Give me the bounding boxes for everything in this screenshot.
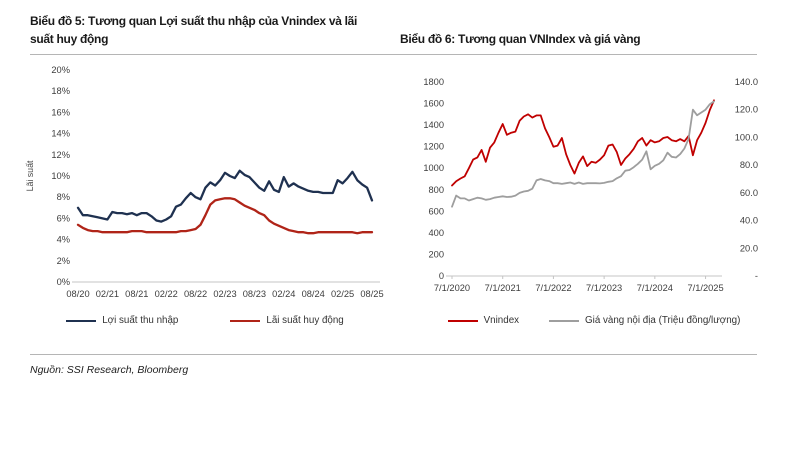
chart6-legend: Vnindex Giá vàng nội địa (Triệu đồng/lượ… [400, 315, 788, 326]
source-note: Nguồn: SSI Research, Bloomberg [30, 364, 189, 376]
y2-axis-tick-label: 100.0 [735, 132, 758, 142]
series-line [76, 169, 374, 223]
legend-label: Lãi suất huy động [266, 315, 344, 326]
y2-axis-tick-label: 80.0 [740, 160, 758, 170]
chart6-title: Biểu đồ 6: Tương quan VNIndex và giá vàn… [400, 31, 641, 46]
chart5-title: Biểu đồ 5: Tương quan Lợi suất thu nhập … [30, 14, 358, 46]
y2-axis-tick-label: - [755, 271, 758, 281]
x-axis-tick-label: 02/22 [155, 289, 178, 299]
y-axis-tick-label: 0 [439, 271, 444, 281]
y-axis-tick-label: 16% [51, 107, 70, 117]
legend-line-swatch-red [230, 319, 261, 322]
y-axis-tick-label: 10% [51, 171, 70, 181]
y-axis-tick-label: 18% [51, 86, 70, 96]
y-axis-tick-label: 400 [428, 228, 444, 238]
y2-axis-tick-label: 20.0 [740, 243, 758, 253]
y-axis-tick-label: 600 [428, 206, 444, 216]
legend-line-swatch-navy [66, 319, 97, 322]
y2-axis-tick-label: 140.0 [735, 77, 758, 87]
y-axis-tick-label: 1200 [423, 142, 444, 152]
x-axis-tick-label: 02/21 [96, 289, 119, 299]
x-axis-tick-label: 7/1/2022 [535, 283, 571, 293]
legend-item-vnindex: Vnindex [447, 315, 520, 326]
y-axis-tick-label: 2% [57, 256, 70, 266]
x-axis-tick-label: 08/20 [66, 289, 89, 299]
y-axis-tick-label: 1600 [423, 99, 444, 109]
y-axis-tick-label: 200 [428, 249, 444, 259]
y-axis-tick-label: 6% [57, 213, 70, 223]
x-axis-tick-label: 02/25 [331, 289, 354, 299]
x-axis-tick-label: 7/1/2020 [434, 283, 470, 293]
x-axis-tick-label: 08/24 [302, 289, 325, 299]
x-axis-tick-label: 7/1/2024 [637, 283, 673, 293]
chart6-title-box: Biểu đồ 6: Tương quan VNIndex và giá vàn… [400, 8, 772, 48]
y2-axis-tick-label: 40.0 [740, 216, 758, 226]
legend-item-loi-suat-thu-nhap: Lợi suất thu nhập [66, 315, 178, 326]
x-axis-tick-label: 08/25 [360, 289, 383, 299]
y-axis-tick-label: 1400 [423, 120, 444, 130]
x-axis-tick-label: 02/24 [272, 289, 295, 299]
y-axis-tick-label: 800 [428, 185, 444, 195]
y-axis-tick-label: 1000 [423, 163, 444, 173]
y-axis-tick-label: 1800 [423, 77, 444, 87]
x-axis-tick-label: 08/21 [125, 289, 148, 299]
chart5-title-box: Biểu đồ 5: Tương quan Lợi suất thu nhập … [30, 8, 382, 48]
legend-line-swatch-darkred [447, 319, 478, 322]
x-axis-tick-label: 7/1/2025 [687, 283, 723, 293]
x-axis-tick-label: 7/1/2021 [485, 283, 521, 293]
series-line [76, 197, 374, 235]
y-axis-tick-label: 12% [51, 150, 70, 160]
title-divider-line [30, 54, 757, 55]
y-axis-tick-label: 4% [57, 235, 70, 245]
y2-axis-tick-label: 60.0 [740, 188, 758, 198]
legend-label: Giá vàng nội địa (Triệu đồng/lượng) [585, 315, 741, 326]
legend-item-lai-suat-huy-dong: Lãi suất huy động [230, 315, 344, 326]
y-axis-tick-label: 14% [51, 129, 70, 139]
y-axis-tick-label: 20% [51, 65, 70, 75]
chart6-plot: 0 200 400 600 800 1000 1200 1400 1600 1800 - 20.0 40… [423, 77, 758, 293]
y-axis-title: Lãi suất [25, 160, 35, 191]
footer-divider-line [30, 354, 757, 355]
chart5-legend: Lợi suất thu nhập Lãi suất huy động [22, 315, 388, 326]
legend-item-gia-vang: Giá vàng nội địa (Triệu đồng/lượng) [549, 315, 740, 326]
legend-label: Vnindex [483, 315, 520, 326]
x-axis-tick-label: 08/22 [184, 289, 207, 299]
x-axis-tick-label: 7/1/2023 [586, 283, 622, 293]
legend-label: Lợi suất thu nhập [102, 315, 179, 326]
x-axis-tick-label: 08/23 [243, 289, 266, 299]
series-line [451, 99, 715, 187]
legend-line-swatch-gray [549, 319, 580, 322]
chart5-plot: 0% 2% 4% 6% 8% 10% 12% 14% 16% 18% 20% 08/20 02/21 08… [25, 65, 384, 299]
y2-axis-tick-label: 120.0 [735, 105, 758, 115]
y-axis-tick-label: 8% [57, 192, 70, 202]
series-line [451, 100, 715, 208]
x-axis-tick-label: 02/23 [213, 289, 236, 299]
y-axis-tick-label: 0% [57, 277, 70, 287]
